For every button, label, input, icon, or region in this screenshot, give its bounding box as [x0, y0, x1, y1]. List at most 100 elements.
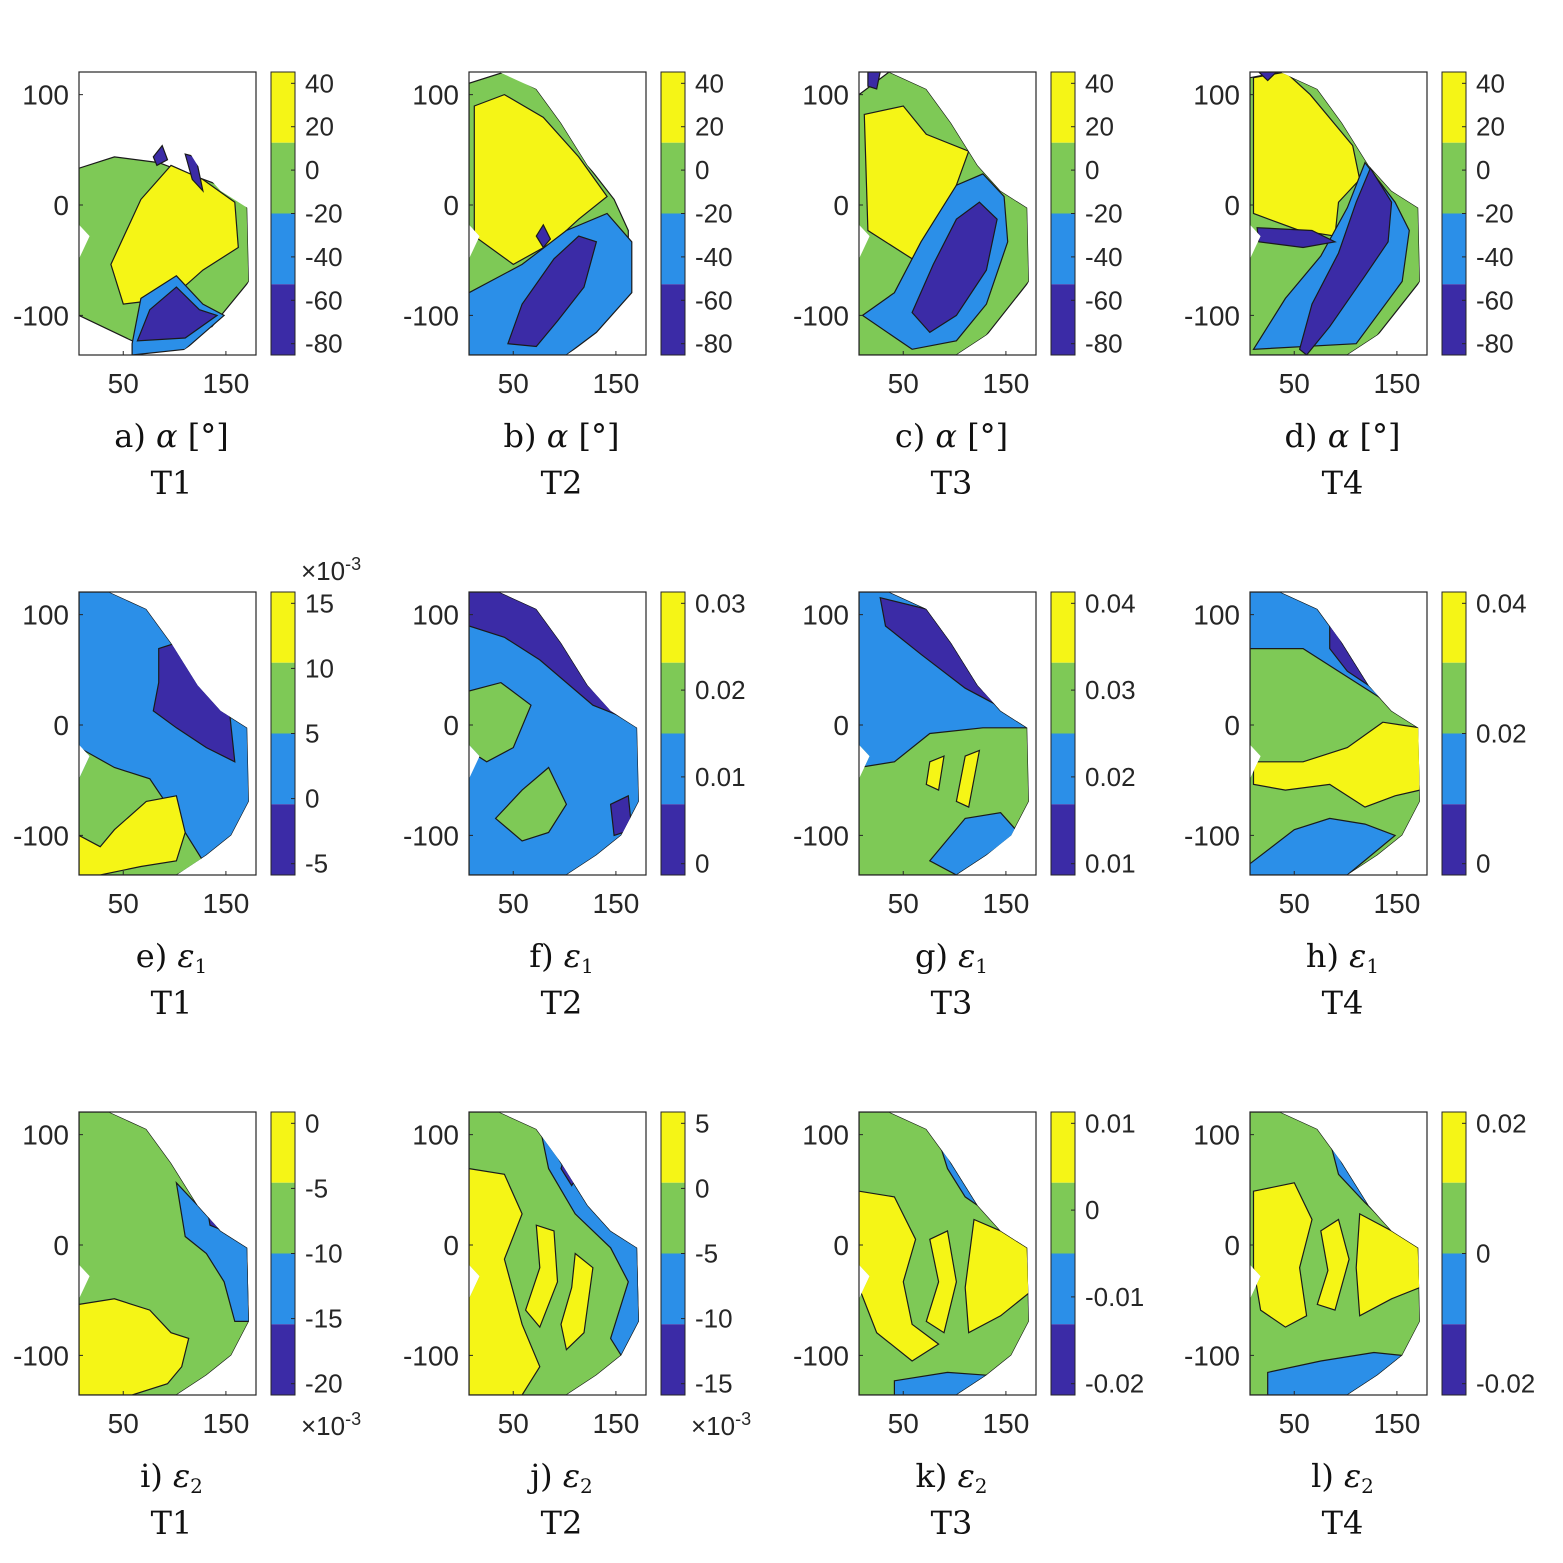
colorbar-frame — [1050, 591, 1076, 876]
axes-box — [78, 591, 257, 876]
colorbar-multiplier: ×10-3 — [301, 554, 361, 586]
colorbar-tick-label: 40 — [1085, 68, 1114, 98]
colorbar-frame — [660, 591, 686, 876]
colorbar-tick-label: -80 — [1085, 329, 1123, 359]
contour-field — [79, 592, 249, 875]
colorbar-segment — [661, 1324, 685, 1395]
contour-region — [469, 681, 532, 763]
contour-region — [1252, 721, 1420, 808]
contour-region — [473, 93, 608, 266]
contour-region — [859, 1190, 940, 1362]
colorbar-tick-label: -15 — [695, 1369, 733, 1399]
x-tick-label: 150 — [983, 368, 1030, 399]
colorbar-tick-label: 0.01 — [695, 762, 746, 792]
y-tick-label: 0 — [53, 1230, 69, 1261]
contour-field — [1250, 72, 1420, 355]
y-tick-label: -100 — [793, 1340, 849, 1371]
contour-region — [507, 235, 598, 348]
contour-region — [79, 795, 186, 875]
colorbar-tick-label: -40 — [305, 242, 343, 272]
panel-caption: e) ε1 — [136, 937, 208, 978]
colorbar-tick-label: 0.02 — [1476, 719, 1527, 749]
x-tick-label: 50 — [888, 888, 919, 919]
colorbar-segment — [661, 72, 685, 143]
colorbar-segment — [271, 1324, 295, 1395]
colorbar-segment — [271, 662, 295, 734]
y-tick-label: 100 — [22, 80, 69, 111]
colorbar-segment — [271, 142, 295, 214]
panel-subtitle: T3 — [931, 464, 973, 502]
y-tick-label: 0 — [833, 1230, 849, 1261]
colorbar-tick-label: 0 — [305, 784, 319, 814]
panel-caption: i) ε2 — [140, 1457, 203, 1498]
panel-subtitle: T3 — [931, 1504, 973, 1542]
x-tick-label: 150 — [983, 888, 1030, 919]
colorbar-segment — [1442, 804, 1466, 875]
colorbar-tick-label: 40 — [695, 68, 724, 98]
y-tick-label: 100 — [412, 600, 459, 631]
panel-b: 100 0 -100 50 150 40 20 0 -20 -40 -60 -80 b) α [°] T2 — [403, 68, 733, 502]
y-tick-label: 0 — [53, 190, 69, 221]
y-tick-label: 0 — [833, 710, 849, 741]
colorbar-tick-label: -20 — [305, 1369, 343, 1399]
contour-region — [893, 1371, 989, 1395]
colorbar-tick-label: 0 — [1476, 849, 1490, 879]
colorbar-tick-label: 0 — [695, 1173, 709, 1203]
colorbar-tick-label: -80 — [305, 329, 343, 359]
y-tick-label: -100 — [1184, 820, 1240, 851]
axes-box — [78, 71, 257, 356]
panel-l: 100 0 -100 50 150 0.02 0 -0.02 l) ε2 T4 — [1184, 1108, 1535, 1542]
y-tick-label: -100 — [403, 820, 459, 851]
colorbar-segment — [1442, 72, 1466, 143]
contour-region — [925, 755, 945, 791]
y-tick-label: 0 — [833, 190, 849, 221]
colorbar-segment — [661, 1182, 685, 1254]
colorbar-tick-label: 0.03 — [1085, 675, 1136, 705]
colorbar-tick-label: 5 — [305, 719, 319, 749]
panel-caption: b) α [°] — [504, 417, 620, 455]
colorbar-tick-label: 0.04 — [1476, 588, 1527, 618]
contour-region — [1257, 72, 1278, 82]
colorbar-tick-label: -5 — [695, 1239, 718, 1269]
x-tick-label: 150 — [203, 368, 250, 399]
colorbar-tick-label: -0.02 — [1476, 1369, 1535, 1399]
panel-h: 100 0 -100 50 150 0.04 0.02 0 h) ε1 T4 — [1184, 588, 1527, 1022]
colorbar-tick-label: -60 — [695, 285, 733, 315]
colorbar-segment — [271, 1112, 295, 1183]
colorbar-segment — [1442, 213, 1466, 285]
colorbar-tick-label: 0.02 — [695, 675, 746, 705]
contour-field — [469, 592, 639, 875]
panel-f: 100 0 -100 50 150 0.03 0.02 0.01 0 f) ε1 T2 — [403, 588, 746, 1022]
axes-box — [858, 1111, 1037, 1396]
y-tick-label: 100 — [802, 600, 849, 631]
y-tick-label: 0 — [1224, 190, 1240, 221]
colorbar-tick-label: 40 — [305, 68, 334, 98]
colorbar-segment — [661, 1112, 685, 1183]
y-tick-label: -100 — [403, 300, 459, 331]
contour-region — [925, 1230, 958, 1334]
colorbar-multiplier: ×10-3 — [301, 1409, 361, 1441]
colorbar-tick-label: -80 — [1476, 329, 1514, 359]
y-tick-label: 0 — [443, 1230, 459, 1261]
axes-box — [858, 591, 1037, 876]
colorbar-segment — [271, 592, 295, 663]
panel-subtitle: T2 — [541, 1504, 583, 1542]
axes-box — [468, 71, 647, 356]
colorbar-segment — [661, 284, 685, 355]
colorbar-segment — [1051, 142, 1075, 214]
colorbar-tick-label: -10 — [305, 1239, 343, 1269]
panel-caption: k) ε2 — [916, 1457, 988, 1498]
colorbar-tick-label: 0.03 — [695, 588, 746, 618]
y-tick-label: 0 — [53, 710, 69, 741]
colorbar-segment — [1442, 142, 1466, 214]
x-tick-label: 50 — [498, 888, 529, 919]
y-tick-label: -100 — [1184, 300, 1240, 331]
contour-region — [560, 1252, 594, 1351]
colorbar-segment — [1442, 284, 1466, 355]
colorbar-tick-label: 20 — [305, 112, 334, 142]
colorbar-tick-label: -40 — [1085, 242, 1123, 272]
axes-box — [468, 591, 647, 876]
y-tick-label: 0 — [1224, 710, 1240, 741]
colorbar-tick-label: 0.01 — [1085, 1108, 1136, 1138]
colorbar-tick-label: 0 — [1085, 1195, 1099, 1225]
